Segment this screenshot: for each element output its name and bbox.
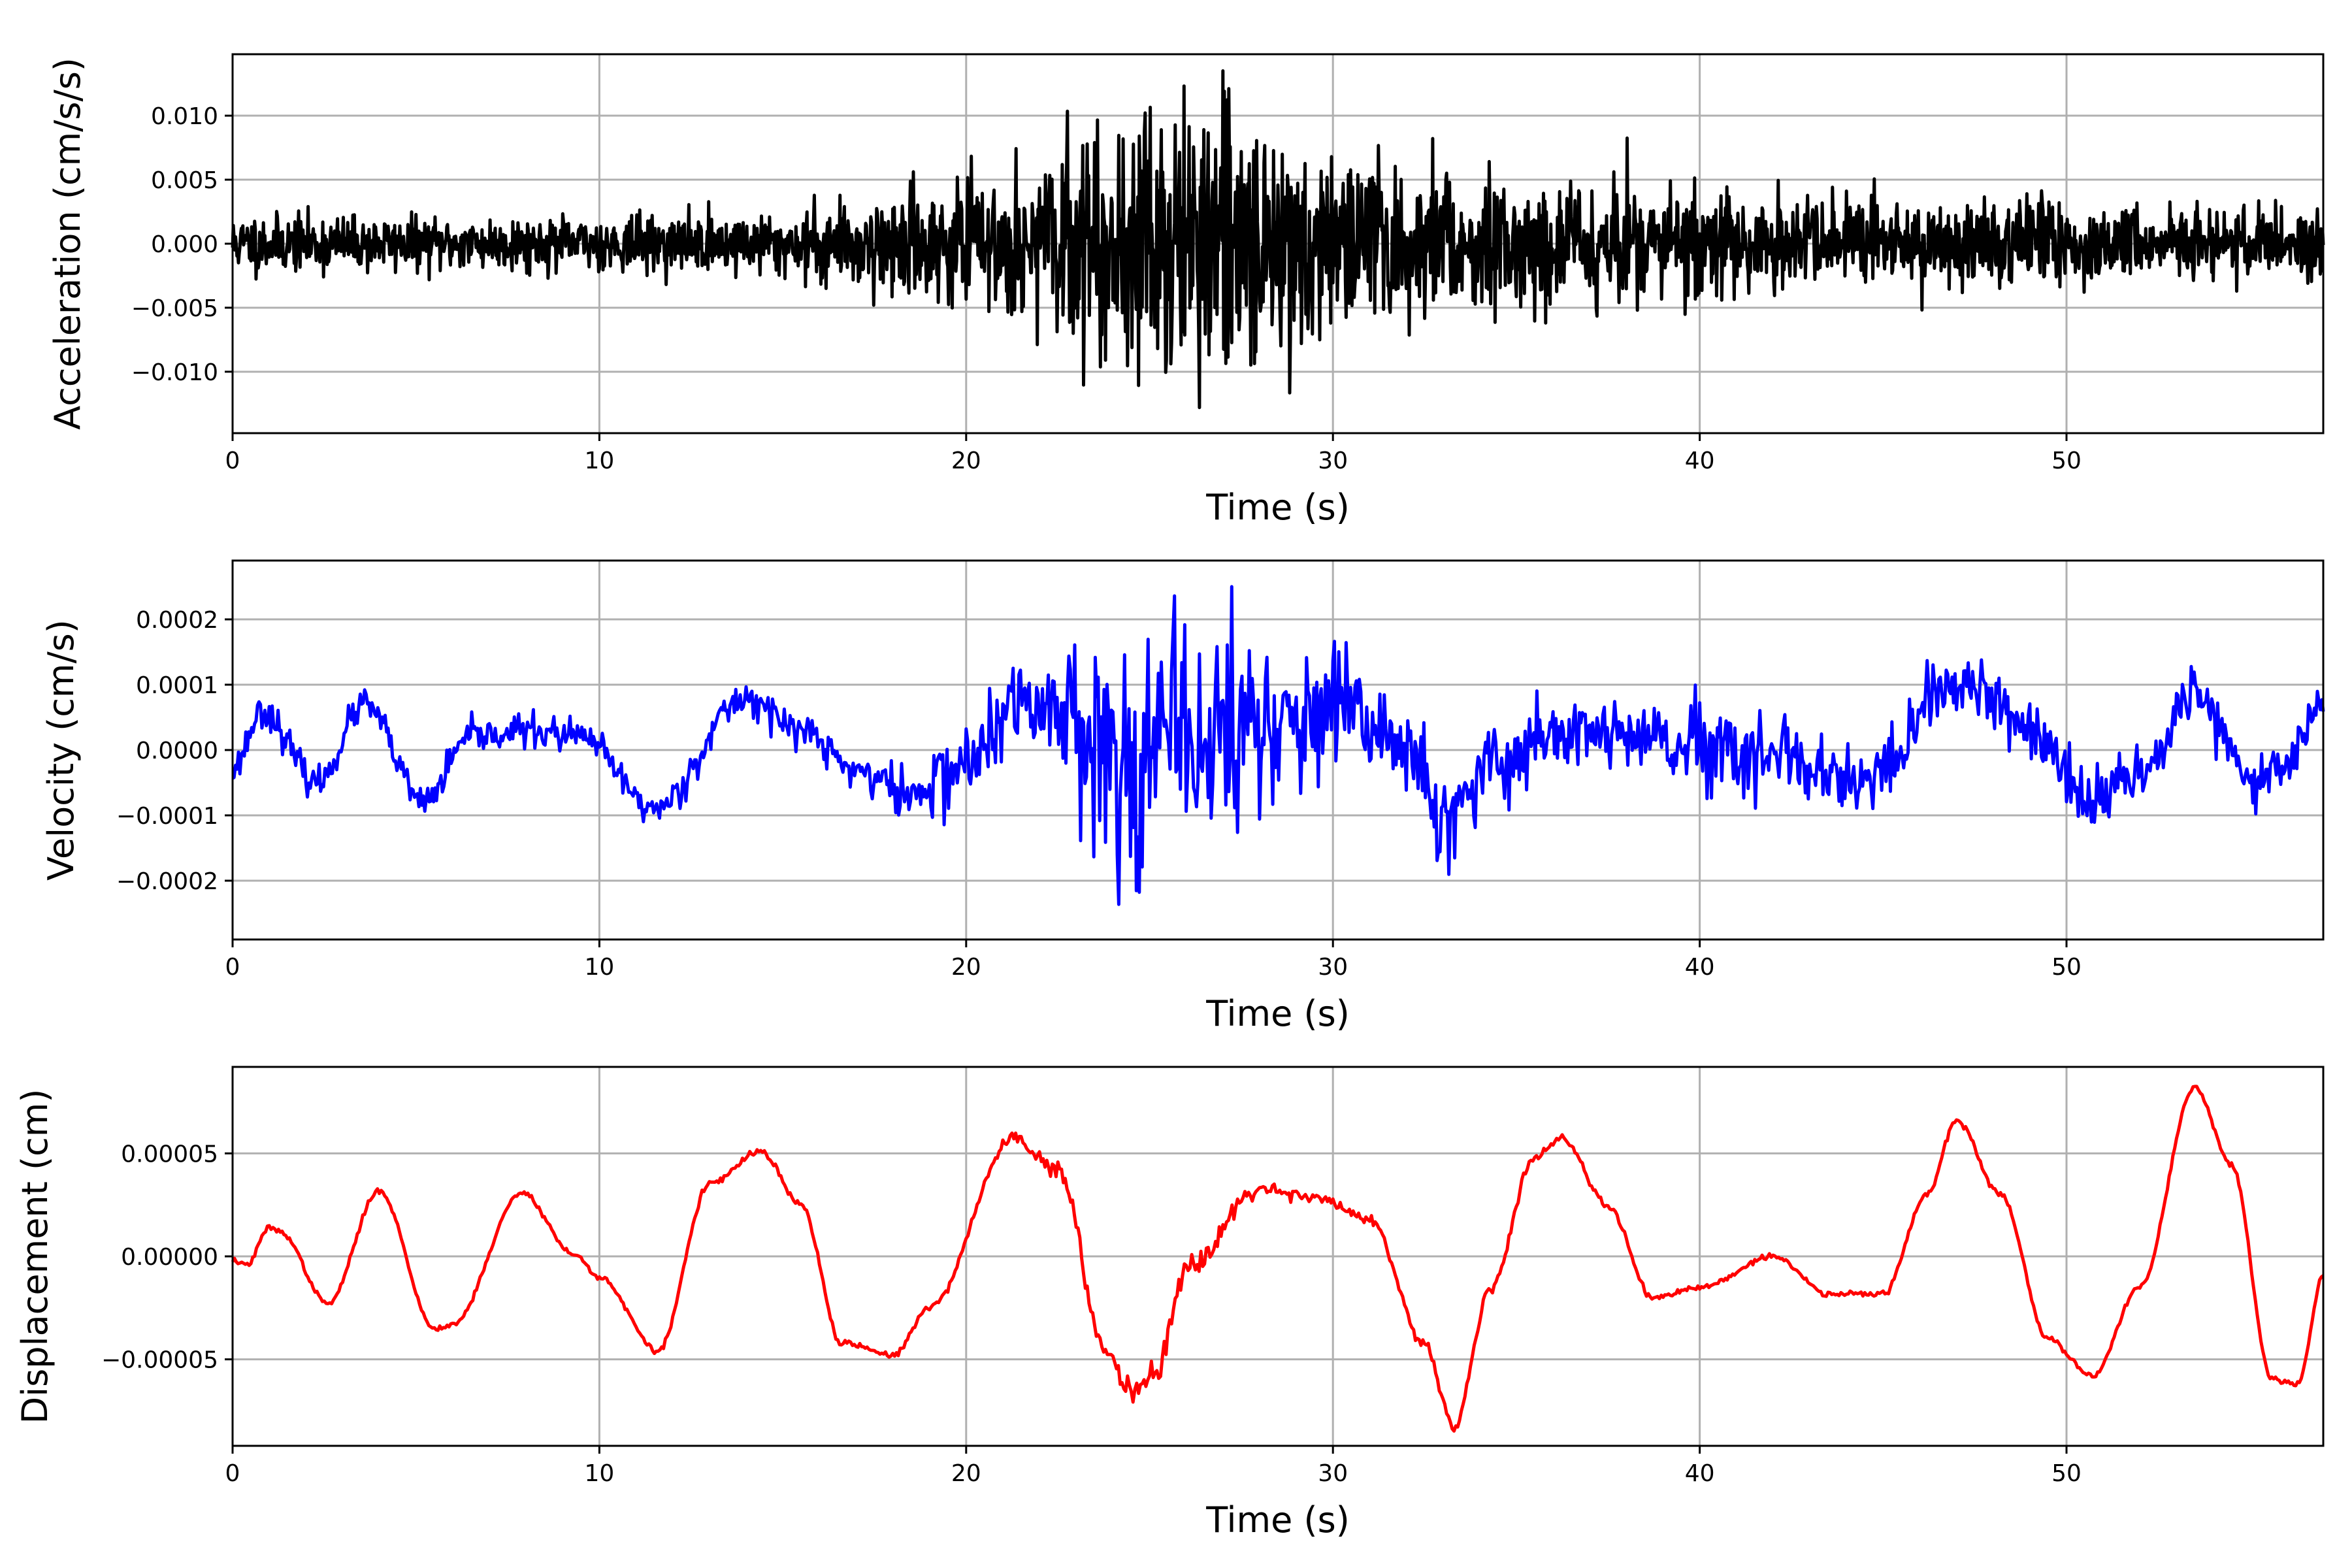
acceleration-xtick-label: 0 — [225, 448, 240, 474]
displacement-xtick-label: 0 — [225, 1460, 240, 1487]
velocity-ytick-label: 0.0001 — [136, 672, 218, 699]
acceleration-xtick-label: 10 — [584, 448, 614, 474]
displacement-ytick-label: 0.00000 — [121, 1244, 218, 1271]
panels: 0 10 20 30 40 50 −0.010 −0.005 0.000 0.005 0.010 Ti… — [14, 53, 2325, 1541]
acceleration-xtick-label: 30 — [1318, 448, 1348, 474]
velocity-panel: 0 10 20 30 40 50 −0.0002 −0.0001 0.0000 0.0001 0.0… — [41, 559, 2325, 1034]
displacement-xtick-label: 50 — [2051, 1460, 2082, 1487]
acceleration-xtick-label: 40 — [1685, 448, 1715, 474]
velocity-xtick-label: 30 — [1318, 954, 1348, 981]
displacement-xlabel: Time (s) — [1205, 1499, 1350, 1541]
velocity-ytick-label: −0.0002 — [116, 868, 218, 895]
acceleration-ytick-label: −0.010 — [131, 359, 218, 386]
acceleration-xtick-label: 50 — [2051, 448, 2082, 474]
velocity-xtick-label: 50 — [2051, 954, 2082, 981]
displacement-ylabel: Displacement (cm) — [14, 1089, 56, 1424]
acceleration-xlabel: Time (s) — [1205, 487, 1350, 528]
displacement-xtick-label: 10 — [584, 1460, 614, 1487]
acceleration-xtick-label: 20 — [951, 448, 981, 474]
acceleration-ytick-label: −0.005 — [131, 295, 218, 322]
displacement-ytick-label: 0.00005 — [121, 1141, 218, 1168]
displacement-xtick-label: 20 — [951, 1460, 981, 1487]
velocity-ytick-label: 0.0000 — [136, 738, 218, 764]
acceleration-series-line — [231, 69, 2325, 410]
displacement-panel: 0 10 20 30 40 50 −0.00005 0.00000 0.00005 Time (s… — [14, 1066, 2325, 1541]
acceleration-ytick-label: 0.010 — [151, 103, 218, 130]
velocity-xtick-label: 40 — [1685, 954, 1715, 981]
velocity-xtick-label: 10 — [584, 954, 614, 981]
displacement-xtick-label: 30 — [1318, 1460, 1348, 1487]
velocity-xtick-label: 20 — [951, 954, 981, 981]
acceleration-ytick-label: 0.000 — [151, 231, 218, 258]
velocity-ylabel: Velocity (cm/s) — [41, 619, 82, 881]
velocity-series-line — [231, 585, 2325, 906]
velocity-xtick-label: 0 — [225, 954, 240, 981]
displacement-series-line — [231, 1085, 2325, 1433]
acceleration-ytick-label: 0.005 — [151, 167, 218, 194]
displacement-xtick-label: 40 — [1685, 1460, 1715, 1487]
velocity-ytick-label: 0.0002 — [136, 607, 218, 634]
displacement-ytick-label: −0.00005 — [101, 1347, 218, 1374]
acceleration-ylabel: Acceleration (cm/s/s) — [47, 57, 88, 430]
velocity-ytick-label: −0.0001 — [116, 803, 218, 830]
acceleration-panel: 0 10 20 30 40 50 −0.010 −0.005 0.000 0.005 0.010 Ti… — [47, 53, 2325, 528]
velocity-xlabel: Time (s) — [1205, 993, 1350, 1034]
